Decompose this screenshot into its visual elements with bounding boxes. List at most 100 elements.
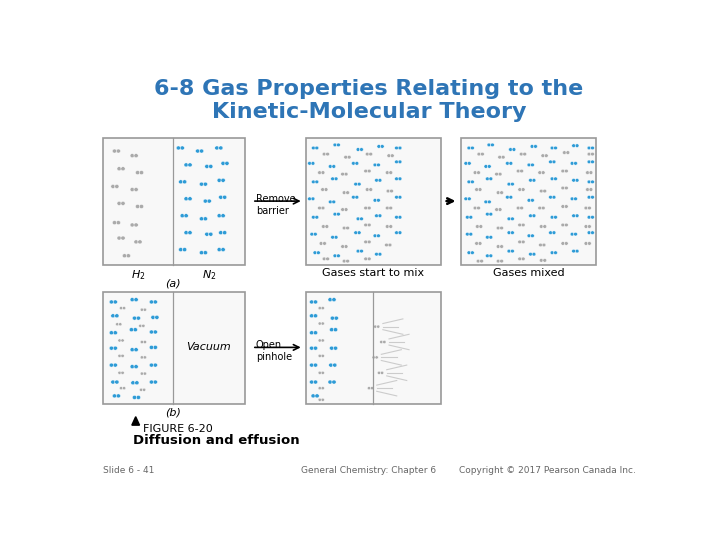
Ellipse shape xyxy=(120,307,123,309)
Ellipse shape xyxy=(334,316,338,320)
Ellipse shape xyxy=(564,223,568,227)
Ellipse shape xyxy=(344,156,348,159)
Ellipse shape xyxy=(328,200,332,204)
Ellipse shape xyxy=(550,177,554,180)
Ellipse shape xyxy=(151,315,155,319)
Ellipse shape xyxy=(373,199,377,202)
Text: (b): (b) xyxy=(166,408,181,417)
Ellipse shape xyxy=(310,346,314,350)
Ellipse shape xyxy=(356,217,360,220)
Ellipse shape xyxy=(377,163,380,167)
Ellipse shape xyxy=(328,165,332,168)
Ellipse shape xyxy=(373,163,377,167)
Ellipse shape xyxy=(364,240,368,244)
Text: FIGURE 6-20: FIGURE 6-20 xyxy=(143,424,212,434)
Ellipse shape xyxy=(378,179,382,182)
Ellipse shape xyxy=(344,172,348,176)
Ellipse shape xyxy=(203,217,207,221)
Ellipse shape xyxy=(332,380,336,384)
Ellipse shape xyxy=(130,348,135,352)
Ellipse shape xyxy=(590,146,595,150)
Ellipse shape xyxy=(367,169,371,173)
Ellipse shape xyxy=(119,323,122,326)
Ellipse shape xyxy=(215,146,219,150)
Ellipse shape xyxy=(385,225,390,228)
Ellipse shape xyxy=(207,199,212,203)
Ellipse shape xyxy=(138,240,142,244)
Ellipse shape xyxy=(584,225,588,228)
Ellipse shape xyxy=(377,145,381,148)
Ellipse shape xyxy=(310,363,314,367)
Ellipse shape xyxy=(380,145,384,148)
Ellipse shape xyxy=(505,195,509,199)
Ellipse shape xyxy=(395,177,398,180)
Ellipse shape xyxy=(375,356,378,359)
Ellipse shape xyxy=(470,180,474,184)
Ellipse shape xyxy=(590,152,595,156)
Ellipse shape xyxy=(474,188,479,191)
Ellipse shape xyxy=(480,152,485,156)
Ellipse shape xyxy=(510,183,514,186)
Ellipse shape xyxy=(344,245,348,248)
Ellipse shape xyxy=(199,149,204,153)
Ellipse shape xyxy=(357,183,361,186)
Ellipse shape xyxy=(378,214,382,218)
Ellipse shape xyxy=(528,214,532,218)
Ellipse shape xyxy=(367,223,371,227)
Ellipse shape xyxy=(133,328,138,332)
Ellipse shape xyxy=(312,180,315,184)
Text: Remove
barrier: Remove barrier xyxy=(256,194,295,216)
Ellipse shape xyxy=(321,171,325,174)
Ellipse shape xyxy=(330,316,335,320)
Ellipse shape xyxy=(389,225,392,228)
Ellipse shape xyxy=(532,214,536,218)
Ellipse shape xyxy=(575,144,579,147)
Ellipse shape xyxy=(310,331,314,335)
Ellipse shape xyxy=(321,387,325,390)
Ellipse shape xyxy=(469,232,473,236)
Ellipse shape xyxy=(398,160,402,164)
Ellipse shape xyxy=(572,179,575,182)
Ellipse shape xyxy=(341,172,345,176)
Ellipse shape xyxy=(538,171,541,174)
Ellipse shape xyxy=(467,161,471,165)
Ellipse shape xyxy=(476,259,480,263)
Ellipse shape xyxy=(543,259,546,262)
Ellipse shape xyxy=(330,346,334,350)
Ellipse shape xyxy=(364,206,368,210)
Ellipse shape xyxy=(516,206,520,210)
Ellipse shape xyxy=(379,340,383,343)
Ellipse shape xyxy=(140,308,143,311)
Ellipse shape xyxy=(554,146,557,150)
Ellipse shape xyxy=(321,398,325,401)
Ellipse shape xyxy=(114,314,119,318)
Ellipse shape xyxy=(395,215,398,219)
Ellipse shape xyxy=(117,236,121,240)
Ellipse shape xyxy=(589,171,593,174)
Ellipse shape xyxy=(313,331,318,335)
Ellipse shape xyxy=(136,316,140,320)
Ellipse shape xyxy=(549,160,552,164)
Ellipse shape xyxy=(484,165,487,168)
Ellipse shape xyxy=(311,161,315,165)
Ellipse shape xyxy=(395,231,398,234)
Ellipse shape xyxy=(367,240,371,244)
Ellipse shape xyxy=(554,251,557,254)
Ellipse shape xyxy=(313,314,318,318)
Ellipse shape xyxy=(534,145,537,148)
Ellipse shape xyxy=(315,146,319,150)
Ellipse shape xyxy=(510,249,514,253)
Ellipse shape xyxy=(336,254,341,258)
Ellipse shape xyxy=(484,200,487,204)
Ellipse shape xyxy=(116,221,120,225)
Ellipse shape xyxy=(467,251,471,254)
Ellipse shape xyxy=(354,231,358,234)
Ellipse shape xyxy=(531,234,534,238)
Ellipse shape xyxy=(149,330,153,334)
Ellipse shape xyxy=(221,248,225,252)
Ellipse shape xyxy=(321,307,325,309)
Ellipse shape xyxy=(528,252,532,256)
Ellipse shape xyxy=(204,165,209,168)
Ellipse shape xyxy=(496,259,500,263)
Ellipse shape xyxy=(136,395,140,400)
